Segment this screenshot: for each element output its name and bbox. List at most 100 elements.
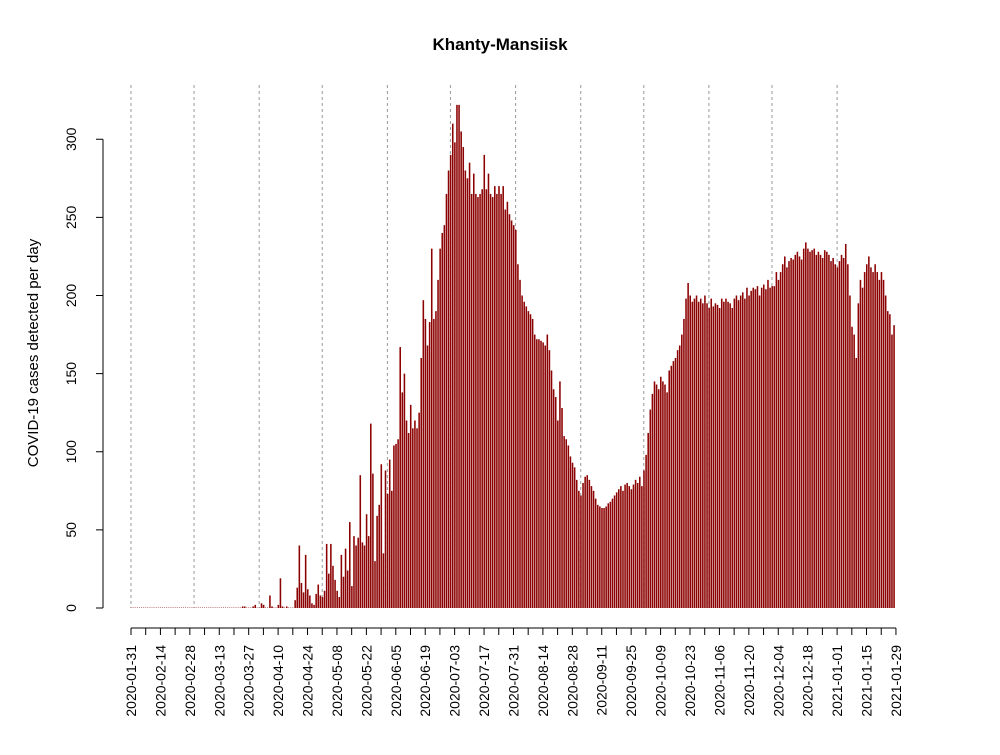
bar [527, 311, 530, 608]
y-tick-label: 250 [63, 205, 79, 229]
bar [494, 186, 496, 608]
bar [386, 493, 389, 608]
bar [889, 314, 891, 608]
x-tick-label: 2021-01-01 [829, 645, 845, 717]
x-tick-label: 2020-05-22 [358, 645, 374, 717]
bar [622, 490, 624, 608]
bar [628, 486, 631, 608]
bar [435, 311, 437, 608]
bar [802, 248, 805, 608]
bar [729, 303, 731, 608]
bar [523, 301, 525, 608]
bar [361, 542, 364, 608]
bar [800, 259, 803, 608]
bar [533, 334, 536, 608]
bar [302, 592, 305, 608]
bar [607, 503, 610, 608]
bar [460, 131, 462, 608]
bar [678, 345, 681, 608]
bar [454, 142, 456, 608]
bar [630, 489, 633, 608]
bar [359, 475, 362, 608]
bar [456, 104, 458, 608]
bar [821, 258, 824, 608]
bar [571, 462, 574, 608]
bar [575, 479, 578, 608]
bar [809, 251, 811, 608]
x-tick-label: 2020-01-31 [123, 645, 139, 717]
bar [611, 498, 614, 608]
bar [865, 264, 868, 608]
x-tick-label: 2020-06-05 [388, 645, 404, 717]
bar [420, 358, 423, 608]
bar [546, 334, 549, 608]
y-axis-label: COVID-19 cases detected per day [25, 238, 42, 467]
x-tick-label: 2020-08-14 [535, 645, 551, 717]
bar [666, 392, 668, 608]
bar [338, 597, 341, 608]
bar [714, 303, 717, 608]
bar [342, 576, 345, 608]
bar [573, 467, 576, 608]
x-tick-label: 2020-06-19 [417, 645, 433, 717]
bar [447, 170, 450, 608]
bar [882, 279, 885, 608]
bar [317, 584, 320, 608]
bar [374, 561, 376, 608]
bar [349, 522, 351, 608]
bar [279, 578, 282, 608]
bar [548, 350, 551, 608]
bar [336, 590, 338, 608]
bar [304, 554, 307, 608]
bar [870, 267, 872, 608]
bar [796, 251, 799, 608]
bar [437, 279, 439, 608]
bar [596, 504, 599, 608]
bar [868, 256, 870, 608]
bar [886, 311, 889, 608]
bar [323, 590, 326, 608]
bar [790, 258, 792, 608]
bar [506, 201, 509, 608]
bar [634, 479, 637, 608]
x-tick-label: 2020-03-27 [241, 645, 257, 717]
bar [306, 589, 309, 608]
bar [842, 258, 845, 608]
bar [370, 423, 372, 608]
bar [758, 295, 761, 608]
bar [775, 272, 778, 608]
x-axis: 2020-01-31 2020-02-14 2020-02-28 2020-03-13… [123, 627, 904, 717]
x-tick-label: 2020-07-31 [505, 645, 521, 717]
bar [563, 436, 565, 608]
bar [834, 264, 837, 608]
bar [315, 593, 317, 608]
bar [529, 314, 532, 608]
bar [269, 595, 271, 608]
bar [853, 334, 855, 608]
bar [500, 193, 502, 608]
y-tick-label: 100 [63, 440, 79, 464]
bar [372, 473, 374, 608]
bar [813, 248, 815, 608]
bar [491, 197, 494, 608]
x-tick-label: 2021-01-15 [859, 645, 875, 717]
y-axis: 0 50 100 150 200 250 300 [63, 127, 104, 612]
bar [271, 606, 273, 608]
bar [609, 501, 612, 608]
bar [414, 420, 416, 608]
bar [285, 606, 288, 608]
bar [485, 189, 488, 608]
bar [704, 295, 706, 608]
bar [472, 173, 475, 608]
bar [580, 495, 582, 608]
y-tick-label: 150 [63, 362, 79, 386]
bar [504, 209, 507, 608]
bar [632, 484, 635, 608]
bar [693, 298, 696, 608]
chart-title: Khanty-Mansiisk [432, 35, 568, 54]
bar [807, 248, 809, 608]
bar [512, 225, 515, 608]
bar [384, 470, 387, 608]
bar [826, 251, 828, 608]
bar [470, 193, 473, 608]
